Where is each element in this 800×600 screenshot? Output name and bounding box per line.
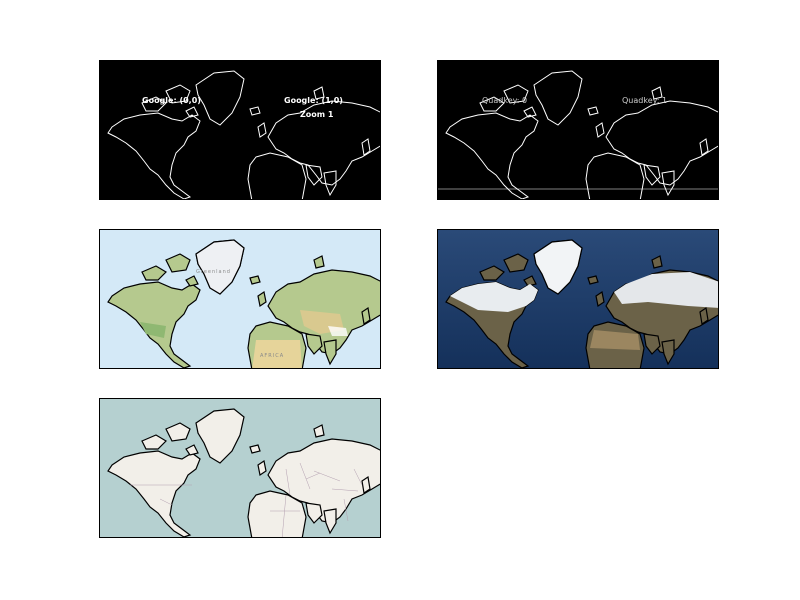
tile-label-quadkey-1: Quadkey: 1 <box>622 96 668 105</box>
google-tiles-map <box>100 61 380 199</box>
street-map-panel <box>99 398 381 538</box>
terrain-map-panel: Greenland AFRICA <box>99 229 381 369</box>
quadkey-tiles-map <box>438 61 718 199</box>
satellite-map <box>438 230 718 368</box>
zoom-label: Zoom 1 <box>300 110 334 119</box>
google-tiles-panel: Google: (0,0) Google: (1,0) Zoom 1 <box>99 60 381 200</box>
map-label-greenland: Greenland <box>196 269 231 275</box>
tile-label-quadkey-0: Quadkey: 0 <box>482 96 528 105</box>
tile-label-google-0-0: Google: (0,0) <box>142 96 201 105</box>
map-label-africa: AFRICA <box>260 353 285 359</box>
street-map <box>100 399 380 537</box>
satellite-map-panel <box>437 229 719 369</box>
quadkey-tiles-panel: Quadkey: 0 Quadkey: 1 <box>437 60 719 200</box>
tile-label-google-1-0: Google: (1,0) <box>284 96 343 105</box>
terrain-map <box>100 230 380 368</box>
